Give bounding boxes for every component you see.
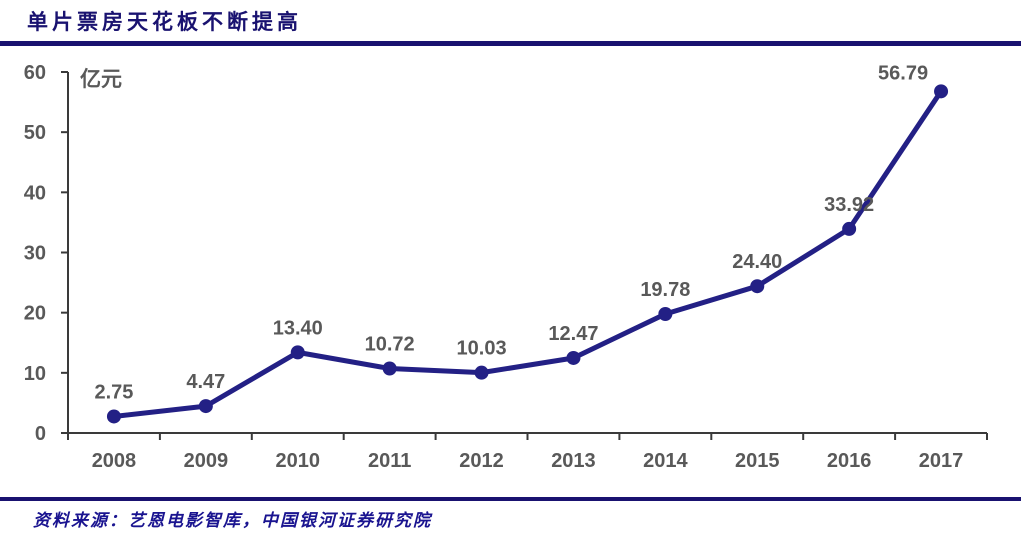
data-point	[106, 409, 121, 424]
data-point-label: 33.92	[824, 194, 874, 216]
y-axis-tick-label: 0	[35, 423, 46, 445]
top-divider-rule	[0, 41, 1021, 46]
data-point	[474, 365, 489, 380]
y-axis-tick-label: 10	[24, 363, 46, 385]
x-axis-tick-label: 2008	[92, 450, 137, 472]
x-axis-tick-label: 2011	[368, 450, 411, 472]
y-axis-tick-label: 50	[24, 122, 46, 144]
x-axis-tick-label: 2014	[643, 450, 688, 472]
data-point-label: 56.79	[878, 62, 928, 84]
source-note: 资料来源：艺恩电影智库，中国银河证券研究院	[33, 511, 432, 530]
x-axis-tick-label: 2015	[735, 450, 780, 472]
data-point-label: 13.40	[273, 317, 323, 339]
data-point	[566, 350, 581, 365]
data-point	[842, 221, 857, 236]
y-axis-tick-label: 60	[24, 62, 46, 84]
chart-title: 单片票房天花板不断提高	[27, 10, 302, 34]
data-point-label: 10.72	[365, 334, 415, 356]
data-point	[658, 306, 673, 321]
data-point	[750, 279, 765, 294]
y-axis-tick-label: 30	[24, 243, 46, 265]
data-point-label: 10.03	[457, 338, 507, 360]
data-point	[198, 399, 213, 414]
x-axis-tick-label: 2017	[919, 450, 964, 472]
data-point-label: 4.47	[186, 371, 225, 393]
y-axis-tick-label: 40	[24, 182, 46, 204]
data-point-label: 12.47	[548, 323, 598, 345]
data-point-label: 24.40	[732, 251, 782, 273]
data-point	[382, 361, 397, 376]
x-axis-tick-label: 2012	[459, 450, 504, 472]
line-chart: 0 10 20 30 40 50 60 2008 2009 2010 2011 2012 2013 201…	[24, 62, 988, 472]
data-point-label: 19.78	[640, 279, 690, 301]
x-axis-tick-label: 2013	[551, 450, 596, 472]
data-point	[934, 84, 949, 99]
data-point-label: 2.75	[94, 381, 133, 403]
y-axis-unit-label: 亿元	[80, 67, 122, 91]
series-line	[111, 88, 944, 419]
x-axis-tick-label: 2010	[276, 450, 321, 472]
y-axis-tick-label: 20	[24, 303, 46, 325]
x-axis-tick-label: 2009	[184, 450, 229, 472]
bottom-divider-rule	[0, 497, 1021, 501]
x-axis-tick-label: 2016	[827, 450, 872, 472]
data-point	[290, 345, 305, 360]
